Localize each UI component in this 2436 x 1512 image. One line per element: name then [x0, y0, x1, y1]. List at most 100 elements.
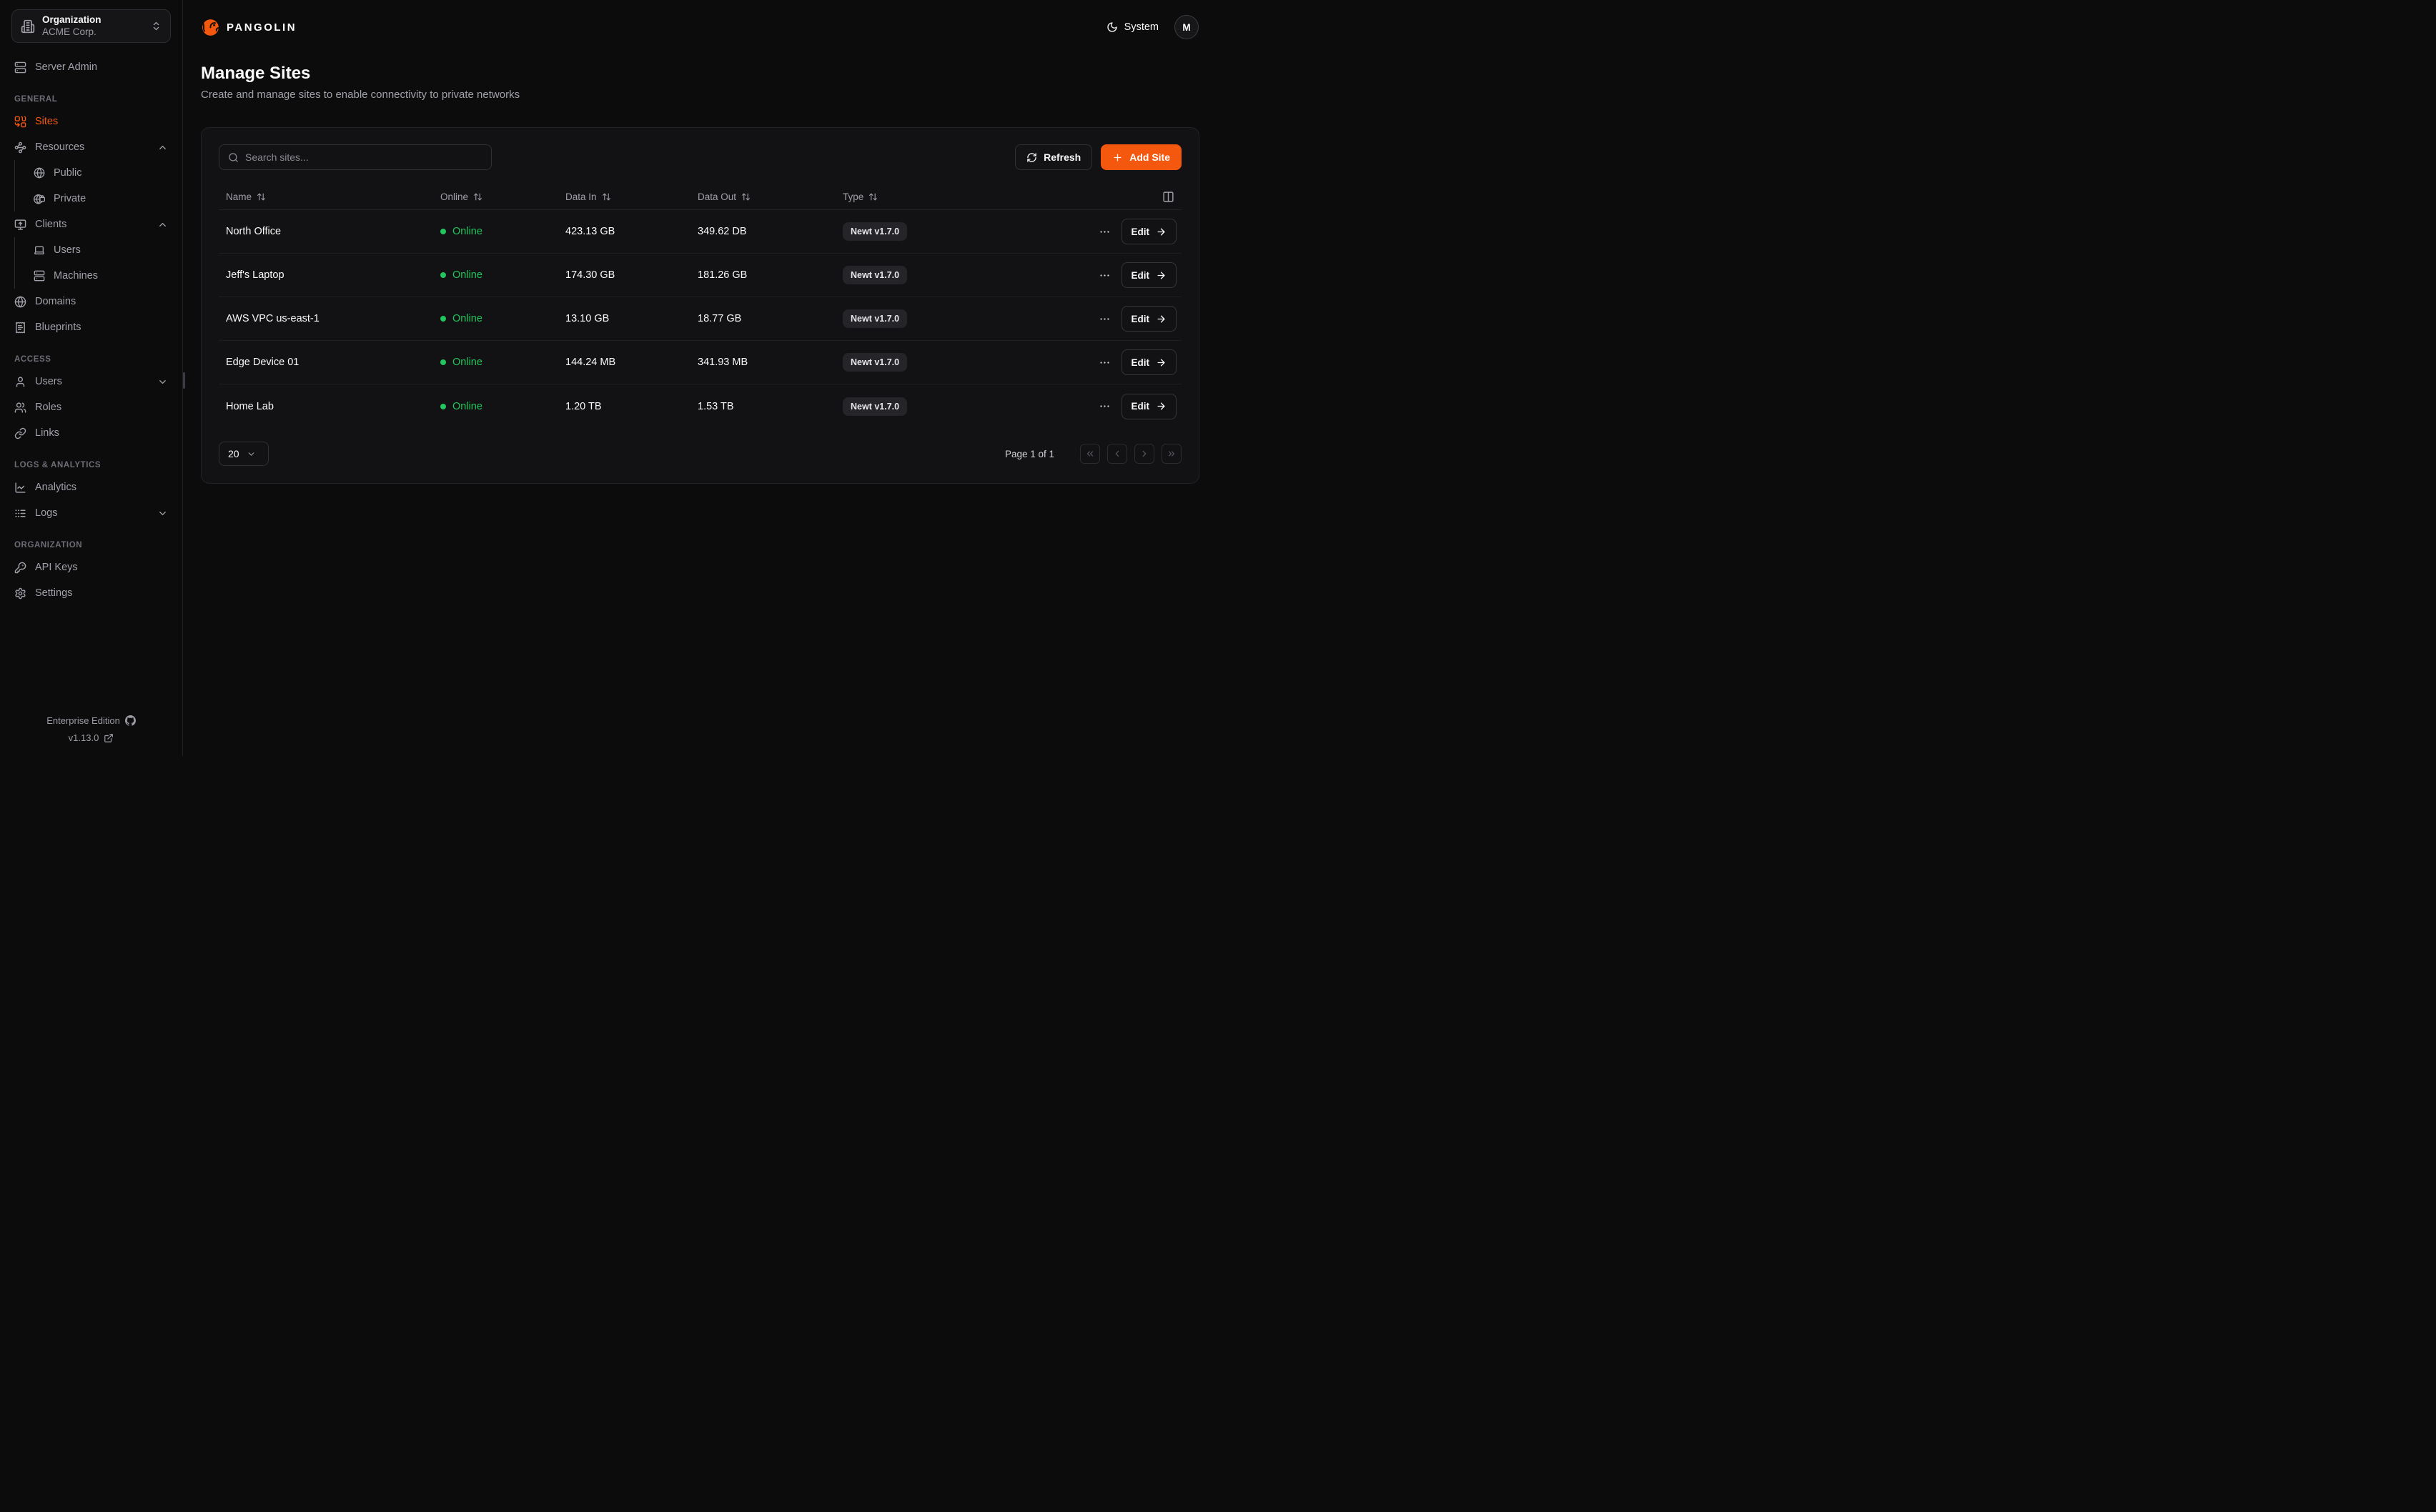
- row-menu-button[interactable]: [1099, 313, 1111, 325]
- row-actions: Edit: [1017, 349, 1182, 375]
- sidebar-item-domains[interactable]: Domains: [11, 289, 171, 314]
- row-actions: Edit: [1017, 219, 1182, 244]
- brand-wordmark: PANGOLIN: [227, 21, 297, 34]
- columns-toggle-button[interactable]: [1162, 191, 1174, 203]
- site-status: Online: [433, 357, 558, 368]
- search-input[interactable]: [245, 151, 482, 163]
- sidebar-item-label: Public: [54, 167, 82, 179]
- edit-button[interactable]: Edit: [1121, 349, 1177, 375]
- sidebar-item-label: Roles: [35, 402, 62, 413]
- sidebar-item-logs[interactable]: Logs: [11, 500, 171, 526]
- column-header-data-out[interactable]: Data Out: [690, 192, 836, 202]
- sidebar-item-analytics[interactable]: Analytics: [11, 474, 171, 500]
- refresh-button[interactable]: Refresh: [1015, 144, 1093, 170]
- row-menu-button[interactable]: [1099, 400, 1111, 412]
- sidebar-item-client-users[interactable]: Users: [31, 237, 171, 263]
- edit-label: Edit: [1131, 401, 1150, 412]
- avatar[interactable]: M: [1174, 15, 1199, 39]
- sidebar-item-label: Sites: [35, 116, 59, 127]
- sidebar-item-label: Links: [35, 427, 59, 439]
- section-label-logs: LOGS & ANALYTICS: [14, 461, 102, 469]
- sidebar-item-label: API Keys: [35, 562, 78, 573]
- sidebar-item-users[interactable]: Users: [11, 369, 171, 394]
- sidebar-item-settings[interactable]: Settings: [11, 580, 171, 606]
- sidebar-item-blueprints[interactable]: Blueprints: [11, 314, 171, 340]
- key-icon: [14, 562, 26, 573]
- sidebar-item-roles[interactable]: Roles: [11, 394, 171, 420]
- column-header-type[interactable]: Type: [836, 192, 1017, 202]
- prev-page-button[interactable]: [1107, 444, 1127, 464]
- main-area: PANGOLIN System M Manage Sites Create an…: [183, 0, 1218, 756]
- row-menu-button[interactable]: [1099, 269, 1111, 282]
- site-status: Online: [433, 269, 558, 281]
- chevron-down-icon: [248, 452, 254, 456]
- chart-line-icon: [15, 482, 26, 493]
- online-dot-icon: [440, 316, 446, 322]
- site-data-out: 349.62 DB: [698, 226, 747, 237]
- sidebar-item-sites[interactable]: Sites: [11, 109, 171, 134]
- site-type-cell: Newt v1.7.0: [836, 222, 1017, 241]
- column-label: Data In: [565, 191, 597, 202]
- sidebar-item-clients[interactable]: Clients: [11, 212, 171, 237]
- edit-button[interactable]: Edit: [1121, 393, 1177, 419]
- sidebar-item-links[interactable]: Links: [11, 420, 171, 446]
- status-text: Online: [452, 269, 482, 281]
- edit-button[interactable]: Edit: [1121, 306, 1177, 332]
- add-site-button[interactable]: Add Site: [1101, 144, 1182, 170]
- waypoints-icon: [14, 141, 26, 153]
- sidebar-item-label: Users: [54, 244, 81, 256]
- row-menu-button[interactable]: [1099, 357, 1111, 369]
- chevrons-right-icon: [1168, 451, 1175, 457]
- ellipsis-icon: [1099, 317, 1109, 320]
- server-icon: [14, 61, 26, 73]
- app-root: Organization ACME Corp. Server Admin GEN…: [0, 0, 1218, 756]
- sort-icon: [257, 193, 265, 200]
- sidebar-item-label: Users: [35, 376, 62, 387]
- site-data-in: 174.30 GB: [565, 269, 615, 281]
- site-data-out: 341.93 MB: [698, 357, 748, 368]
- page-info: Page 1 of 1: [1004, 448, 1054, 459]
- version-link[interactable]: v1.13.0: [69, 732, 114, 743]
- sort-icon: [602, 193, 610, 200]
- sort-icon: [474, 193, 482, 200]
- edition-link[interactable]: Enterprise Edition: [46, 715, 136, 726]
- sidebar-item-server-admin[interactable]: Server Admin: [11, 54, 171, 80]
- last-page-button[interactable]: [1162, 444, 1182, 464]
- sidebar-scrollbar-thumb[interactable]: [183, 372, 185, 389]
- refresh-icon: [1027, 152, 1036, 162]
- page-title: Manage Sites: [201, 64, 311, 83]
- column-header-name[interactable]: Name: [219, 192, 433, 202]
- edit-button[interactable]: Edit: [1121, 219, 1177, 244]
- brand-logo[interactable]: PANGOLIN: [201, 18, 297, 37]
- sidebar-item-public[interactable]: Public: [31, 160, 171, 186]
- external-link-icon: [104, 733, 114, 742]
- sidebar-item-api-keys[interactable]: API Keys: [11, 554, 171, 580]
- combine-icon: [14, 116, 26, 127]
- sidebar-item-label: Private: [54, 193, 86, 204]
- column-header-online[interactable]: Online: [433, 192, 558, 202]
- edit-button[interactable]: Edit: [1121, 262, 1177, 288]
- sidebar-item-resources[interactable]: Resources: [11, 134, 171, 160]
- row-menu-button[interactable]: [1099, 226, 1111, 238]
- online-dot-icon: [440, 229, 446, 234]
- sidebar-item-machines[interactable]: Machines: [31, 263, 171, 289]
- sidebar-item-private[interactable]: Private: [31, 186, 171, 212]
- plus-icon: [1114, 154, 1122, 161]
- site-data-out: 181.26 GB: [698, 269, 748, 281]
- table-header-row: Name Online Data In Data Out: [219, 184, 1182, 210]
- sidebar-footer: Enterprise Edition v1.13.0: [11, 715, 171, 749]
- page-size-select[interactable]: 20: [219, 442, 269, 466]
- site-name: Edge Device 01: [226, 357, 299, 368]
- edit-label: Edit: [1131, 357, 1150, 368]
- monitor-up-icon: [14, 219, 26, 230]
- first-page-button[interactable]: [1080, 444, 1100, 464]
- sidebar-item-label: Server Admin: [35, 61, 98, 73]
- column-header-data-in[interactable]: Data In: [558, 192, 690, 202]
- site-status: Online: [433, 401, 558, 412]
- table-footer: 20 Page 1 of 1: [219, 442, 1182, 466]
- theme-toggle-button[interactable]: System: [1106, 21, 1159, 33]
- next-page-button[interactable]: [1134, 444, 1154, 464]
- table-row: Jeff's Laptop Online 174.30 GB 181.26 GB…: [219, 254, 1182, 297]
- org-switcher[interactable]: Organization ACME Corp.: [11, 9, 171, 43]
- chevron-left-icon: [1115, 450, 1119, 457]
